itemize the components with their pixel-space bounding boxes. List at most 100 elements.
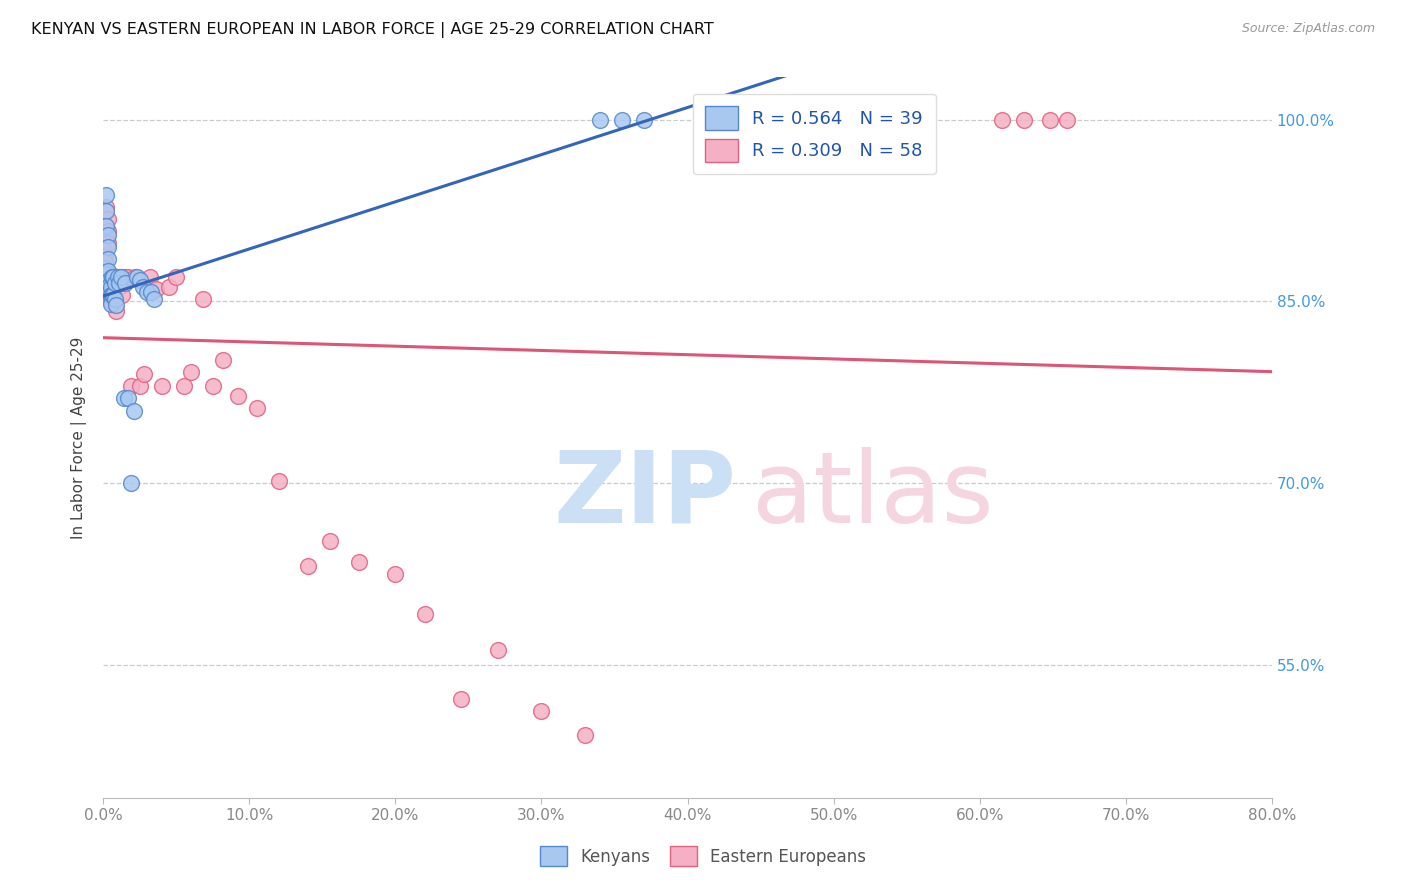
Point [97, 212, 120, 227]
Point [94, 280, 117, 294]
Point [101, 288, 124, 302]
Point [93, 248, 115, 262]
Point [131, 280, 153, 294]
Point [105, 298, 128, 312]
Point [110, 270, 132, 285]
Point [117, 270, 139, 285]
Point [120, 379, 142, 393]
Point [226, 389, 249, 403]
Point [157, 280, 180, 294]
Point [101, 270, 124, 285]
Point [124, 270, 146, 285]
Point [141, 285, 163, 299]
Point [1056, 112, 1078, 127]
Point [93, 261, 115, 276]
Point [97, 224, 120, 238]
Point [98, 273, 121, 287]
Point [145, 282, 167, 296]
Text: KENYAN VS EASTERN EUROPEAN IN LABOR FORCE | AGE 25-29 CORRELATION CHART: KENYAN VS EASTERN EUROPEAN IN LABOR FORC… [31, 22, 714, 38]
Point [105, 304, 128, 318]
Point [589, 112, 612, 127]
Point [413, 607, 436, 621]
Point [97, 252, 120, 266]
Point [384, 567, 406, 582]
Point [97, 264, 120, 278]
Point [98, 280, 121, 294]
Point [201, 379, 224, 393]
Point [100, 280, 122, 294]
Point [100, 288, 122, 302]
Text: Source: ZipAtlas.com: Source: ZipAtlas.com [1241, 22, 1375, 36]
Point [94, 188, 117, 202]
Point [112, 392, 135, 406]
Point [128, 273, 150, 287]
Point [104, 292, 127, 306]
Text: ZIP: ZIP [553, 447, 735, 544]
Legend: Kenyans, Eastern Europeans: Kenyans, Eastern Europeans [533, 839, 873, 873]
Point [91, 268, 114, 282]
Point [103, 270, 125, 285]
Point [486, 643, 509, 657]
Point [111, 288, 134, 302]
Point [120, 476, 142, 491]
Point [107, 270, 129, 285]
Point [100, 268, 122, 282]
Point [94, 200, 117, 214]
Point [450, 691, 472, 706]
Point [97, 227, 120, 242]
Point [990, 112, 1012, 127]
Point [165, 270, 187, 285]
Point [574, 728, 596, 742]
Point [103, 291, 125, 305]
Legend: R = 0.564   N = 39, R = 0.309   N = 58: R = 0.564 N = 39, R = 0.309 N = 58 [693, 94, 935, 174]
Point [122, 403, 145, 417]
Point [191, 292, 214, 306]
Point [101, 270, 124, 285]
Point [114, 270, 136, 285]
Point [107, 270, 129, 285]
Point [180, 365, 202, 379]
Point [114, 277, 136, 291]
Point [347, 555, 370, 569]
Point [108, 280, 131, 294]
Point [128, 379, 150, 393]
Point [93, 254, 115, 268]
Y-axis label: In Labor Force | Age 25-29: In Labor Force | Age 25-29 [72, 336, 87, 539]
Point [104, 277, 127, 291]
Point [610, 112, 633, 127]
Point [97, 236, 120, 251]
Point [139, 270, 162, 285]
Point [91, 243, 114, 257]
Text: atlas: atlas [752, 447, 994, 544]
Point [94, 270, 117, 285]
Point [117, 392, 139, 406]
Point [93, 260, 115, 275]
Point [143, 292, 166, 306]
Point [136, 285, 159, 299]
Point [94, 203, 117, 218]
Point [103, 288, 125, 302]
Point [633, 112, 655, 127]
Point [98, 285, 121, 300]
Point [173, 379, 195, 393]
Point [103, 273, 125, 287]
Point [1012, 112, 1035, 127]
Point [318, 534, 340, 549]
Point [98, 268, 121, 282]
Point [101, 288, 124, 302]
Point [104, 294, 127, 309]
Point [98, 278, 121, 293]
Point [94, 219, 117, 234]
Point [1039, 112, 1062, 127]
Point [150, 379, 173, 393]
Point [100, 285, 122, 300]
Point [110, 270, 132, 285]
Point [267, 474, 290, 488]
Point [108, 277, 131, 291]
Point [212, 352, 235, 367]
Point [246, 401, 269, 415]
Point [104, 277, 127, 291]
Point [134, 367, 156, 381]
Point [97, 240, 120, 254]
Point [530, 704, 553, 718]
